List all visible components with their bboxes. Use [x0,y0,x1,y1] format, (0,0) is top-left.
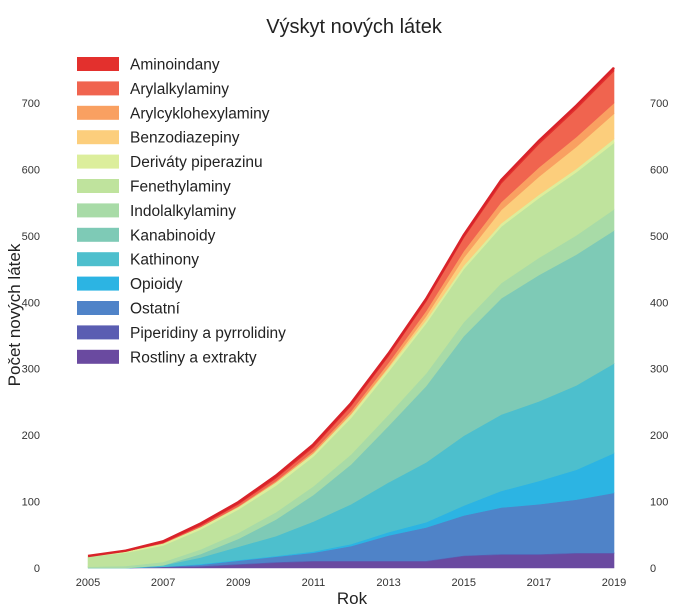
y-tick-label: 400 [22,297,40,309]
legend-item: Kathinony [77,252,199,269]
chart-title: Výskyt nových látek [266,16,443,38]
legend-item: Benzodiazepiny [77,130,240,147]
legend-item: Fenethylaminy [77,179,231,196]
y-right-tick-label: 400 [650,297,668,309]
legend-swatch [77,154,119,169]
legend-swatch [77,349,119,364]
x-tick-label: 2013 [376,577,400,589]
legend-swatch [77,130,119,145]
legend-item: Piperidiny a pyrrolidiny [77,325,286,342]
y-right-tick-label: 200 [650,430,668,442]
legend-swatch [77,105,119,120]
legend-item: Arylcyklohexylaminy [77,105,270,122]
legend-label: Ostatní [130,301,181,318]
legend-swatch [77,325,119,340]
legend-label: Indolalkylaminy [130,203,236,220]
legend: Aminoindany Arylalkylaminy Arylcyklohexyla… [77,57,286,366]
legend-swatch [77,203,119,218]
y-right-tick-label: 600 [650,164,668,176]
legend-item: Aminoindany [77,57,220,74]
legend-item: Opioidy [77,276,183,293]
legend-label: Rostliny a extrakty [130,349,257,366]
x-tick-label: 2015 [451,577,475,589]
x-axis-title: Rok [337,589,368,608]
legend-swatch [77,276,119,291]
x-axis-ticks: 2005 2007 2009 2011 2013 2015 2017 2019 [76,577,626,589]
legend-item: Arylalkylaminy [77,81,229,98]
legend-label: Kathinony [130,252,199,269]
x-tick-label: 2005 [76,577,100,589]
y-axis-ticks: 0 100 200 300 400 500 600 700 [22,98,40,575]
legend-swatch [77,57,119,71]
y-tick-label: 500 [22,231,40,243]
legend-label: Aminoindany [130,57,220,74]
legend-label: Arylcyklohexylaminy [130,105,270,122]
legend-swatch [77,179,119,193]
legend-swatch [77,252,119,267]
legend-label: Opioidy [130,276,183,293]
legend-item: Indolalkylaminy [77,203,236,220]
y-right-tick-label: 0 [650,563,656,575]
legend-swatch [77,301,119,315]
y-right-tick-label: 100 [650,497,668,509]
legend-label: Kanabinoidy [130,227,216,244]
x-tick-label: 2007 [151,577,175,589]
y-right-tick-label: 300 [650,364,668,376]
x-tick-label: 2009 [226,577,250,589]
legend-label: Arylalkylaminy [130,81,229,98]
legend-item: Kanabinoidy [77,227,216,244]
x-tick-label: 2017 [527,577,551,589]
y-axis-title: Počet nových látek [5,243,24,386]
y-tick-label: 600 [22,164,40,176]
legend-item: Ostatní [77,301,181,318]
y-axis-right-ticks: 0 100 200 300 400 500 600 700 [650,98,668,575]
legend-label: Deriváty piperazinu [130,154,263,171]
y-right-tick-label: 700 [650,98,668,110]
y-tick-label: 300 [22,364,40,376]
legend-item: Deriváty piperazinu [77,154,263,171]
x-tick-label: 2011 [302,577,326,589]
y-tick-label: 0 [34,563,40,575]
legend-item: Rostliny a extrakty [77,349,257,366]
legend-swatch [77,227,119,242]
total-line [87,66,615,558]
y-right-tick-label: 500 [650,231,668,243]
x-tick-label: 2019 [602,577,626,589]
area-layers [87,66,615,569]
legend-label: Benzodiazepiny [130,130,240,147]
legend-label: Piperidiny a pyrrolidiny [130,325,286,342]
legend-swatch [77,81,119,96]
y-tick-label: 700 [22,98,40,110]
y-tick-label: 100 [22,497,40,509]
legend-label: Fenethylaminy [130,179,231,196]
y-tick-label: 200 [22,430,40,442]
